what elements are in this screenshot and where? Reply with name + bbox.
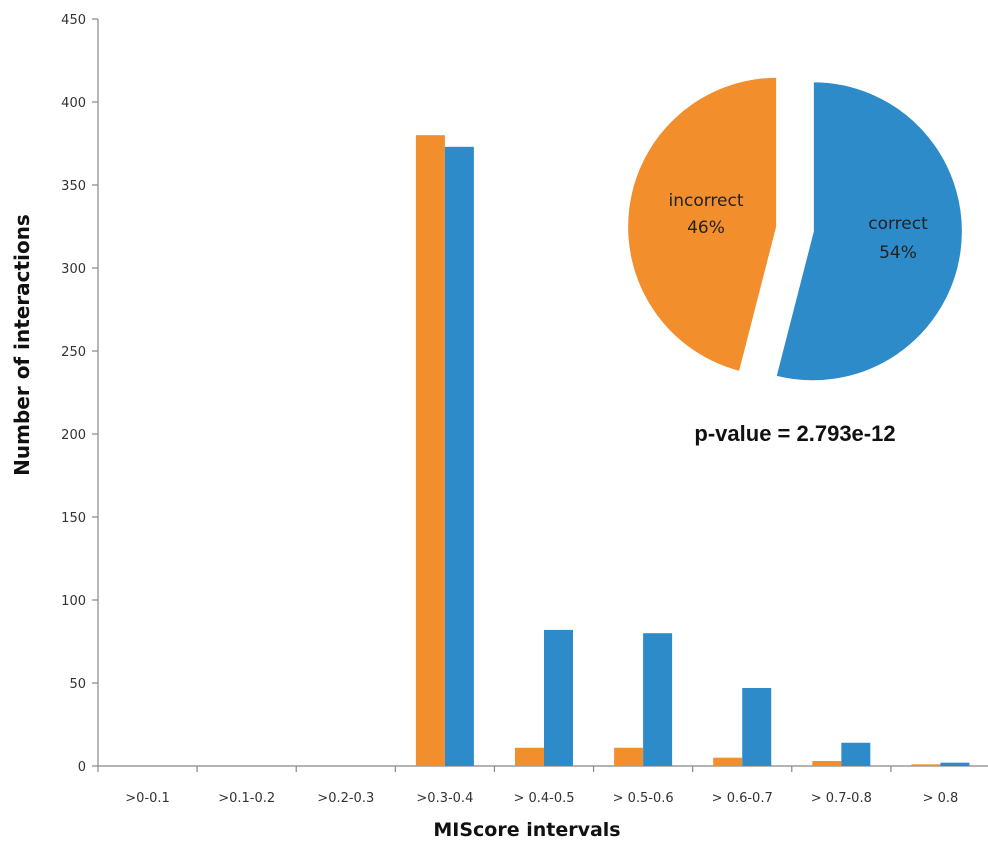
y-tick-label: 0 <box>78 760 86 775</box>
x-tick-label: > 0.4-0.5 <box>513 791 574 806</box>
x-tick-label: >0.1-0.2 <box>218 791 275 806</box>
y-tick-label: 400 <box>61 96 86 111</box>
pie-label-incorrect: incorrect <box>668 191 743 211</box>
x-tick-label: > 0.7-0.8 <box>811 791 872 806</box>
bar-series-1-6 <box>713 757 743 766</box>
bar-series <box>415 135 970 766</box>
y-axis: 0 50 100 150 200 250 300 350 400 450 <box>61 13 99 775</box>
y-tick-label: 450 <box>61 13 86 28</box>
pie-slice-incorrect <box>626 75 779 374</box>
y-axis-title: Number of interactions <box>10 214 34 476</box>
x-axis-title: MIScore intervals <box>433 819 620 841</box>
y-tick-label: 200 <box>61 428 86 443</box>
bar-series-1-8 <box>911 764 941 766</box>
x-tick-label: >0.2-0.3 <box>317 791 374 806</box>
y-tick-label: 50 <box>69 677 86 692</box>
bar-series-1-4 <box>515 747 544 766</box>
x-tick-label: >0-0.1 <box>125 791 170 806</box>
bar-series-1-5 <box>614 747 644 766</box>
y-tick-label: 100 <box>61 594 86 609</box>
pie-chart <box>626 75 964 383</box>
bar-series-1-7 <box>812 761 842 766</box>
bar-series-2-4 <box>544 629 573 766</box>
y-tick-label: 300 <box>61 262 86 277</box>
y-tick-label: 150 <box>61 511 86 526</box>
p-value-annotation: p-value = 2.793e-12 <box>694 421 895 446</box>
x-tick-label: > 0.6-0.7 <box>712 791 773 806</box>
x-tick-label: > 0.5-0.6 <box>613 791 674 806</box>
bar-series-2-8 <box>940 762 970 766</box>
bar-series-2-5 <box>643 633 673 766</box>
bar-series-1-3 <box>415 135 445 766</box>
x-tick-label: >0.3-0.4 <box>416 791 473 806</box>
pie-slice-correct <box>774 80 964 383</box>
pie-percent-correct: 54% <box>879 243 917 263</box>
pie-percent-incorrect: 46% <box>687 218 725 238</box>
x-axis: >0-0.1 >0.1-0.2 >0.2-0.3 >0.3-0.4 > 0.4-0.5 >… <box>97 765 988 806</box>
x-tick-label: > 0.8 <box>923 791 959 806</box>
bar-series-2-3 <box>444 146 474 766</box>
bar-series-2-7 <box>841 742 871 766</box>
pie-label-correct: correct <box>868 214 928 234</box>
bar-series-2-6 <box>742 687 772 766</box>
y-tick-label: 250 <box>61 345 86 360</box>
y-tick-label: 350 <box>61 179 86 194</box>
